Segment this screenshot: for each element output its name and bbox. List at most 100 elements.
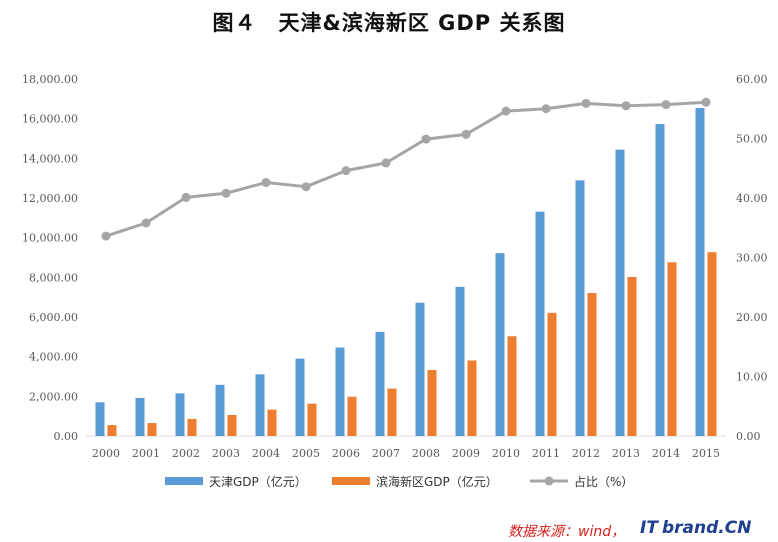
watermark-logo: IT brand.CN bbox=[640, 518, 751, 538]
right-axis-tick-label: 10.00 bbox=[736, 371, 768, 384]
share-line bbox=[105, 100, 707, 238]
right-axis-tick-label: 50.00 bbox=[736, 133, 768, 146]
left-axis-tick-label: 12,000.00 bbox=[22, 192, 78, 205]
bar-series-1 bbox=[375, 331, 385, 436]
share-point bbox=[701, 97, 711, 107]
x-axis-tick-label: 2011 bbox=[532, 447, 560, 460]
right-axis-tick-label: 60.00 bbox=[736, 73, 768, 86]
bar-series-2 bbox=[227, 414, 237, 436]
left-axis-tick-label: 10,000.00 bbox=[22, 232, 78, 245]
bar-series-2 bbox=[507, 336, 517, 436]
bar-series-2 bbox=[387, 388, 397, 436]
legend: 天津GDP（亿元） 滨海新区GDP（亿元） 占比（%） bbox=[165, 474, 633, 489]
bar-series-2 bbox=[587, 293, 597, 436]
bar-series-2 bbox=[307, 403, 317, 436]
share-point bbox=[581, 98, 591, 108]
x-axis-tick-label: 2010 bbox=[492, 447, 520, 460]
bar-series-1 bbox=[575, 180, 585, 436]
left-axis-tick-label: 0.00 bbox=[54, 430, 79, 443]
legend-swatch bbox=[332, 477, 370, 485]
share-point bbox=[141, 218, 151, 228]
bar-series-2 bbox=[467, 360, 477, 436]
share-point bbox=[621, 101, 631, 111]
bar-series-2 bbox=[707, 252, 717, 436]
share-point bbox=[221, 188, 231, 198]
legend-swatch bbox=[165, 477, 203, 485]
bar-series-1 bbox=[175, 393, 185, 436]
left-axis-tick-label: 8,000.00 bbox=[29, 271, 78, 284]
x-axis-tick-label: 2004 bbox=[252, 447, 280, 460]
bar-series-1 bbox=[95, 402, 105, 436]
share-point bbox=[181, 192, 191, 202]
share-point bbox=[341, 166, 351, 176]
bar-series-1 bbox=[135, 397, 145, 436]
right-axis-tick-label: 30.00 bbox=[736, 252, 768, 265]
x-axis-tick-label: 2013 bbox=[612, 447, 640, 460]
bars-group bbox=[95, 107, 717, 436]
x-axis-tick-label: 2001 bbox=[132, 447, 160, 460]
share-point bbox=[501, 106, 511, 116]
x-axis-tick-label: 2005 bbox=[292, 447, 320, 460]
x-axis-ticks: 2000 2001 2002 2003 2004 2005 2006 2007 2008 2009… bbox=[92, 447, 720, 460]
left-axis-ticks: 0.00 2,000.00 4,000.00 6,000.00 8,000.00 10,0… bbox=[22, 73, 78, 443]
x-axis-tick-label: 2006 bbox=[332, 447, 360, 460]
bar-series-2 bbox=[147, 423, 157, 436]
line-series-group bbox=[101, 97, 711, 241]
bar-series-1 bbox=[415, 302, 425, 436]
right-axis-tick-label: 40.00 bbox=[736, 192, 768, 205]
share-point bbox=[261, 178, 271, 188]
share-point bbox=[541, 104, 551, 114]
x-axis-tick-label: 2014 bbox=[652, 447, 680, 460]
bar-series-1 bbox=[655, 124, 665, 436]
x-axis-tick-label: 2008 bbox=[412, 447, 440, 460]
x-axis-tick-label: 2015 bbox=[692, 447, 720, 460]
legend-label: 滨海新区GDP（亿元） bbox=[376, 474, 498, 489]
legend-label: 占比（%） bbox=[574, 474, 633, 489]
watermark-main: brand.CN bbox=[662, 518, 751, 538]
x-axis-tick-label: 2000 bbox=[92, 447, 120, 460]
left-axis-tick-label: 2,000.00 bbox=[29, 390, 78, 403]
legend-marker bbox=[544, 476, 554, 486]
left-axis-tick-label: 4,000.00 bbox=[29, 351, 78, 364]
share-point bbox=[301, 182, 311, 192]
left-axis-tick-label: 14,000.00 bbox=[22, 152, 78, 165]
bar-series-2 bbox=[547, 312, 557, 436]
right-axis-ticks: 0.00 10.00 20.00 30.00 40.00 50.00 60.00 bbox=[736, 73, 768, 443]
left-axis-tick-label: 16,000.00 bbox=[22, 113, 78, 126]
x-axis-tick-label: 2007 bbox=[372, 447, 400, 460]
share-point bbox=[421, 134, 431, 144]
legend-label: 天津GDP（亿元） bbox=[209, 474, 307, 489]
bar-series-1 bbox=[695, 107, 705, 436]
x-axis-tick-label: 2009 bbox=[452, 447, 480, 460]
share-point bbox=[461, 129, 471, 139]
bar-series-1 bbox=[535, 211, 545, 436]
right-axis-tick-label: 20.00 bbox=[736, 311, 768, 324]
chart-title: 图４ 天津&滨海新区 GDP 关系图 bbox=[213, 11, 566, 35]
bar-series-2 bbox=[347, 396, 357, 436]
bar-series-1 bbox=[455, 286, 465, 436]
bar-series-1 bbox=[615, 149, 625, 436]
share-point bbox=[661, 100, 671, 110]
left-axis-tick-label: 6,000.00 bbox=[29, 311, 78, 324]
source-note: 数据来源：wind， bbox=[508, 524, 625, 540]
right-axis-tick-label: 0.00 bbox=[736, 430, 761, 443]
bar-series-2 bbox=[187, 418, 197, 436]
share-point bbox=[101, 231, 111, 241]
x-axis-tick-label: 2003 bbox=[212, 447, 240, 460]
bar-series-2 bbox=[667, 262, 677, 436]
x-axis-tick-label: 2002 bbox=[172, 447, 200, 460]
bar-series-2 bbox=[107, 425, 117, 436]
bar-series-1 bbox=[215, 384, 225, 436]
bar-series-1 bbox=[255, 374, 265, 436]
x-axis-tick-label: 2012 bbox=[572, 447, 600, 460]
left-axis-tick-label: 18,000.00 bbox=[22, 73, 78, 86]
bar-series-2 bbox=[267, 409, 277, 436]
bar-series-2 bbox=[627, 276, 637, 436]
bar-series-1 bbox=[335, 347, 345, 436]
bar-series-1 bbox=[495, 253, 505, 436]
bar-series-2 bbox=[427, 369, 437, 436]
bar-series-1 bbox=[295, 358, 305, 436]
watermark-prefix: IT bbox=[640, 518, 659, 538]
share-point bbox=[381, 158, 391, 168]
